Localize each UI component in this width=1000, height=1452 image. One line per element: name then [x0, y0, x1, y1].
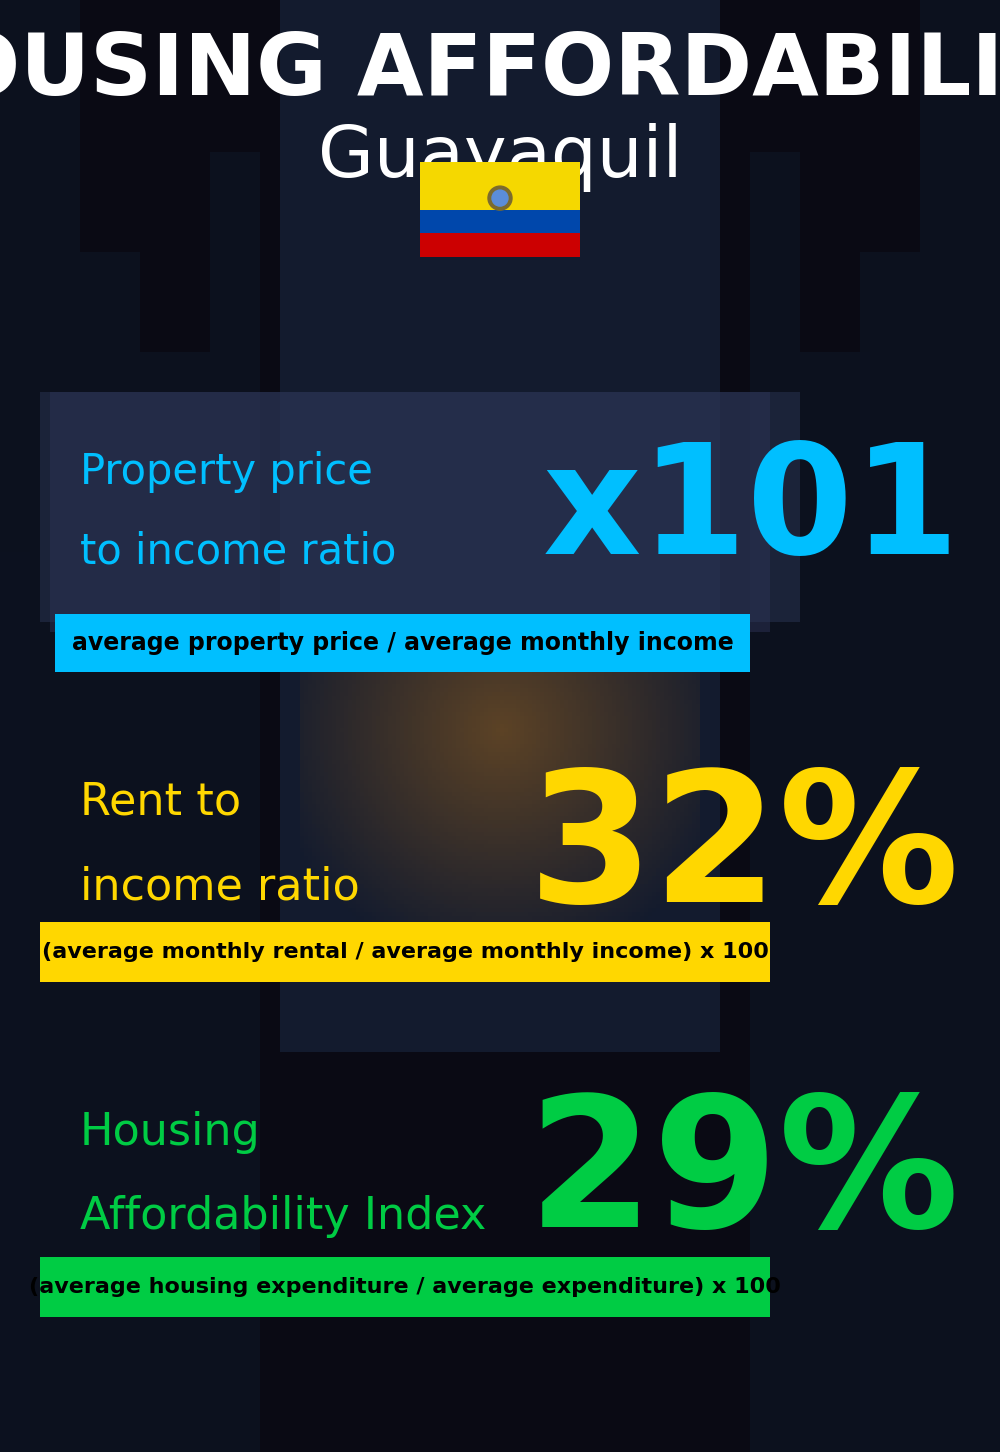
FancyBboxPatch shape [420, 234, 580, 257]
Text: 32%: 32% [528, 764, 960, 939]
FancyBboxPatch shape [920, 0, 1000, 1452]
FancyBboxPatch shape [40, 922, 770, 982]
Text: 29%: 29% [528, 1089, 960, 1265]
FancyBboxPatch shape [420, 163, 580, 209]
FancyBboxPatch shape [0, 0, 80, 1452]
Text: income ratio: income ratio [80, 865, 360, 909]
FancyBboxPatch shape [750, 152, 800, 1452]
FancyBboxPatch shape [210, 152, 260, 1452]
FancyBboxPatch shape [40, 392, 800, 621]
Text: Housing: Housing [80, 1111, 261, 1153]
Text: Guayaquil: Guayaquil [318, 122, 682, 192]
Text: Property price: Property price [80, 452, 373, 494]
Text: (average housing expenditure / average expenditure) x 100: (average housing expenditure / average e… [29, 1276, 781, 1297]
FancyBboxPatch shape [80, 253, 140, 1452]
Circle shape [492, 190, 508, 206]
FancyBboxPatch shape [40, 1257, 770, 1317]
FancyBboxPatch shape [55, 614, 750, 672]
Text: (average monthly rental / average monthly income) x 100: (average monthly rental / average monthl… [42, 942, 768, 963]
FancyBboxPatch shape [50, 392, 770, 632]
Text: to income ratio: to income ratio [80, 531, 396, 574]
Text: Rent to: Rent to [80, 781, 241, 823]
Text: x101: x101 [543, 437, 960, 587]
Text: Affordability Index: Affordability Index [80, 1195, 486, 1239]
FancyBboxPatch shape [860, 253, 920, 1452]
FancyBboxPatch shape [280, 0, 720, 1053]
FancyBboxPatch shape [140, 351, 210, 1452]
Circle shape [488, 186, 512, 211]
Text: HOUSING AFFORDABILITY: HOUSING AFFORDABILITY [0, 30, 1000, 113]
FancyBboxPatch shape [0, 552, 30, 1452]
FancyBboxPatch shape [420, 209, 580, 234]
Text: average property price / average monthly income: average property price / average monthly… [72, 632, 734, 655]
FancyBboxPatch shape [800, 351, 870, 1452]
